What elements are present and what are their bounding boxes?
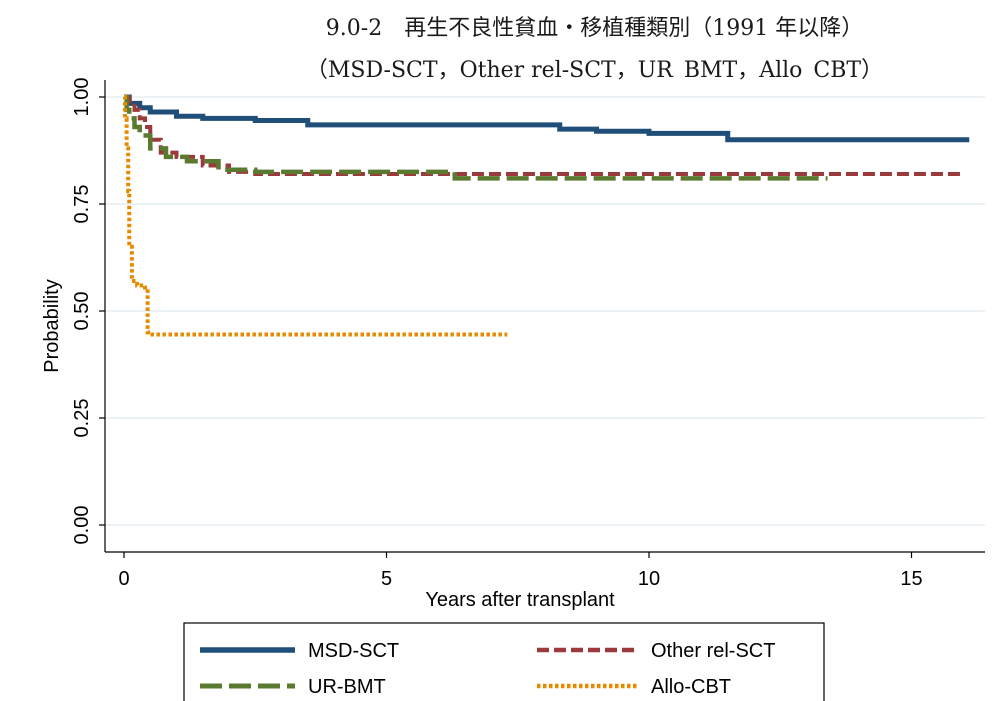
plot-area (105, 80, 985, 552)
legend-label-ur-bmt: UR-BMT (308, 676, 386, 698)
axes: 0.00 0.25 0.50 0.75 1.00 0 5 10 15 (71, 78, 985, 590)
series-lines (123, 94, 970, 337)
legend-label-msd-sct: MSD-SCT (308, 640, 399, 662)
chart-title-line-1: 9.0-2 再生不良性貧血・移植種類別（1991 年以降） (325, 16, 864, 41)
y-tick-label-1: 0.25 (71, 399, 93, 438)
series-line-msd-sct (124, 94, 970, 143)
legend: MSD-SCT Other rel-SCT UR-BMT Allo-CBT (183, 622, 825, 701)
y-tick-label-4: 1.00 (71, 78, 93, 117)
y-tick-label-0: 0.00 (71, 506, 93, 545)
chart-title-line-2: （MSD-SCT，Other rel-SCT，UR_BMT，Allo_CBT） (305, 58, 884, 83)
series-line-allo-cbt (123, 95, 508, 337)
x-tick-label-3: 15 (900, 568, 922, 590)
x-tick-label-2: 10 (638, 568, 660, 590)
legend-label-allo-cbt: Allo-CBT (651, 676, 731, 698)
series-line-ur-bmt (124, 94, 828, 181)
x-tick-label-1: 5 (381, 568, 392, 590)
y-tick-label-3: 0.75 (71, 185, 93, 224)
x-axis-label: Years after transplant (425, 589, 615, 611)
grid-lines (105, 80, 985, 552)
y-axis-label: Probability (41, 279, 63, 372)
x-tick-label-0: 0 (118, 568, 129, 590)
legend-label-other-rel-sct: Other rel-SCT (651, 640, 775, 662)
y-tick-label-2: 0.50 (71, 292, 93, 331)
